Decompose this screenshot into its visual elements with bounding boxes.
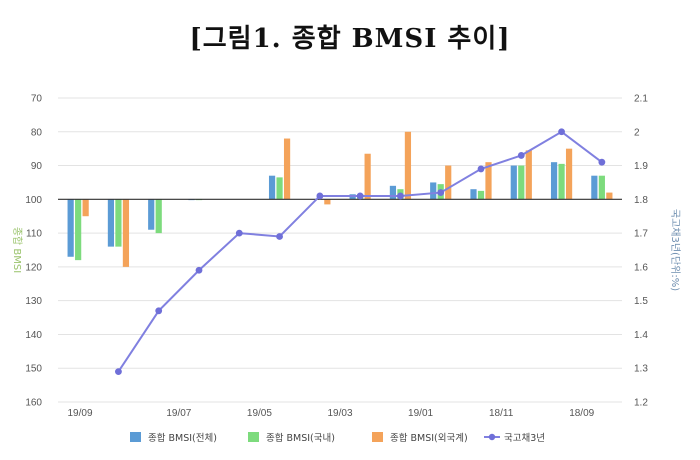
line-point xyxy=(598,158,606,166)
x-tick-label: 18/09 xyxy=(569,408,594,419)
right-tick-label: 1.6 xyxy=(634,262,648,273)
legend-swatch xyxy=(372,432,383,442)
right-tick-label: 2 xyxy=(634,127,640,138)
x-tick-label: 18/11 xyxy=(489,408,514,419)
bar xyxy=(470,189,477,200)
bar xyxy=(276,177,283,200)
line-point xyxy=(155,307,163,315)
line-point xyxy=(276,233,283,240)
right-tick-label: 2.1 xyxy=(634,94,648,105)
left-tick-label: 90 xyxy=(31,161,43,172)
x-axis-ticks: 19/09 19/07 19/05 19/03 19/01 18/11 18/09 xyxy=(67,408,594,419)
legend-swatch-dot xyxy=(488,433,496,441)
line-point xyxy=(517,152,525,159)
bar xyxy=(82,199,89,217)
legend-label: 종합 BMSI(외국계) xyxy=(390,432,468,444)
right-tick-label: 1.9 xyxy=(634,161,648,172)
bar xyxy=(155,199,162,234)
x-tick-label: 19/09 xyxy=(67,408,92,419)
bar xyxy=(364,153,371,200)
bar xyxy=(283,138,291,200)
left-tick-label: 140 xyxy=(25,330,42,341)
bar xyxy=(445,165,452,200)
right-tick-label: 1.3 xyxy=(634,364,648,375)
left-tick-label: 70 xyxy=(31,94,43,105)
legend-label: 종합 BMSI(전체) xyxy=(148,433,217,444)
bar xyxy=(510,165,517,200)
line-series xyxy=(115,128,606,375)
bar xyxy=(518,165,525,200)
right-tick-label: 1.5 xyxy=(634,296,648,307)
bar xyxy=(485,162,492,200)
left-axis-title: 종합 BMSI xyxy=(11,227,23,273)
bar xyxy=(148,199,155,230)
right-tick-label: 1.2 xyxy=(634,398,648,409)
line-point xyxy=(235,229,243,237)
right-axis-title: 국고채3년(단위:%) xyxy=(669,209,682,291)
grid-lines xyxy=(58,97,622,403)
bar xyxy=(558,163,565,200)
left-tick-label: 110 xyxy=(26,229,42,240)
bar xyxy=(565,148,573,200)
bar xyxy=(67,199,74,257)
left-tick-label: 130 xyxy=(25,296,42,307)
line-point xyxy=(477,165,485,173)
bar xyxy=(430,182,437,200)
line-point xyxy=(437,189,445,196)
left-tick-label: 120 xyxy=(25,262,42,273)
x-tick-label: 19/03 xyxy=(327,408,352,419)
left-tick-label: 100 xyxy=(25,195,42,206)
legend-item[interactable]: 종합 BMSI(전체) xyxy=(130,432,217,444)
line-point xyxy=(195,266,203,274)
right-tick-label: 1.4 xyxy=(634,330,648,341)
x-tick-label: 19/01 xyxy=(408,408,433,419)
bar xyxy=(550,162,558,200)
bar xyxy=(115,199,122,247)
bar xyxy=(598,175,605,200)
left-tick-label: 80 xyxy=(31,127,43,138)
legend-swatch xyxy=(130,432,141,442)
line-point xyxy=(316,192,324,200)
legend-item[interactable]: 국고채3년 xyxy=(484,433,545,444)
right-axis-ticks: 2.1 2 1.9 1.8 1.7 1.6 1.5 1.4 1.3 1.2 xyxy=(634,94,648,409)
bar xyxy=(525,150,532,200)
x-tick-label: 19/05 xyxy=(247,408,272,419)
right-tick-label: 1.7 xyxy=(634,229,648,240)
legend-label: 국고채3년 xyxy=(504,433,545,444)
bar xyxy=(268,175,276,200)
x-tick-label: 19/07 xyxy=(166,408,191,419)
bar xyxy=(75,199,82,261)
legend-label: 종합 BMSI(국내) xyxy=(266,433,335,444)
left-axis-ticks: 70 80 90 100 110 120 130 140 150 160 xyxy=(25,94,42,409)
legend-item[interactable]: 종합 BMSI(국내) xyxy=(248,432,335,444)
legend-item[interactable]: 종합 BMSI(외국계) xyxy=(372,432,468,444)
chart-title: [그림1. 종합 BMSI 추이] xyxy=(189,24,511,54)
bar xyxy=(404,131,412,200)
line-point xyxy=(558,128,565,136)
legend-swatch xyxy=(248,432,259,442)
line-point xyxy=(356,192,364,200)
bar xyxy=(107,199,115,247)
right-tick-label: 1.8 xyxy=(634,195,648,206)
bar xyxy=(389,185,397,200)
bar xyxy=(122,199,130,267)
bar xyxy=(591,175,598,200)
left-tick-label: 150 xyxy=(25,364,42,375)
bar xyxy=(324,199,331,205)
line-point xyxy=(397,192,404,200)
line-point xyxy=(115,368,122,375)
bar-series xyxy=(67,131,613,267)
bar xyxy=(477,190,485,200)
legend[interactable]: 종합 BMSI(전체) 종합 BMSI(국내) 종합 BMSI(외국계) 국고채3년 xyxy=(130,432,545,444)
bar xyxy=(606,192,613,200)
left-tick-label: 160 xyxy=(25,398,42,409)
